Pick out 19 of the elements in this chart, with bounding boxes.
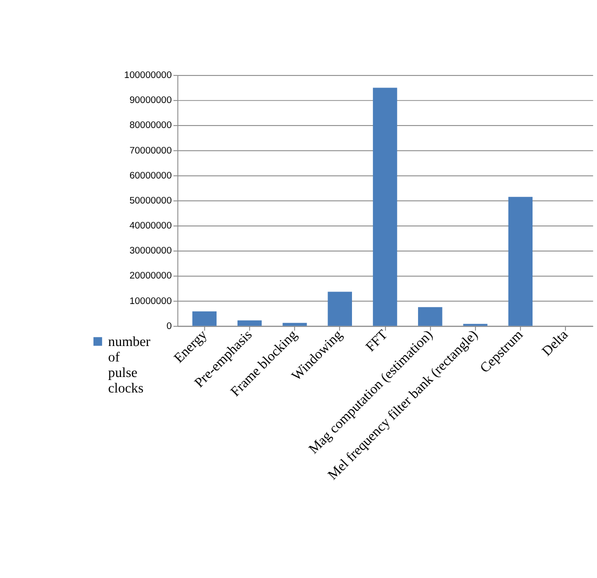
bar bbox=[418, 307, 442, 326]
y-tick-label: 60000000 bbox=[129, 170, 172, 182]
bar bbox=[328, 292, 352, 326]
bar bbox=[192, 311, 217, 326]
bar bbox=[372, 88, 398, 326]
bar bbox=[508, 196, 533, 326]
y-tick-label: 80000000 bbox=[129, 120, 172, 132]
bar bbox=[237, 320, 262, 326]
y-tick-label: 20000000 bbox=[129, 270, 172, 282]
y-tick-label: 0 bbox=[166, 320, 172, 332]
y-tick-label: 70000000 bbox=[129, 145, 172, 156]
y-tick-label: 100000000 bbox=[124, 70, 172, 82]
y-tick-label: 90000000 bbox=[129, 95, 172, 106]
y-tick-label: 30000000 bbox=[129, 246, 172, 257]
y-tick-label: 40000000 bbox=[129, 220, 172, 232]
y-tick-label: 10000000 bbox=[129, 296, 172, 307]
y-tick-label: 50000000 bbox=[129, 195, 172, 206]
legend-label: number of pulse clocks bbox=[108, 334, 151, 396]
bar bbox=[282, 322, 307, 326]
